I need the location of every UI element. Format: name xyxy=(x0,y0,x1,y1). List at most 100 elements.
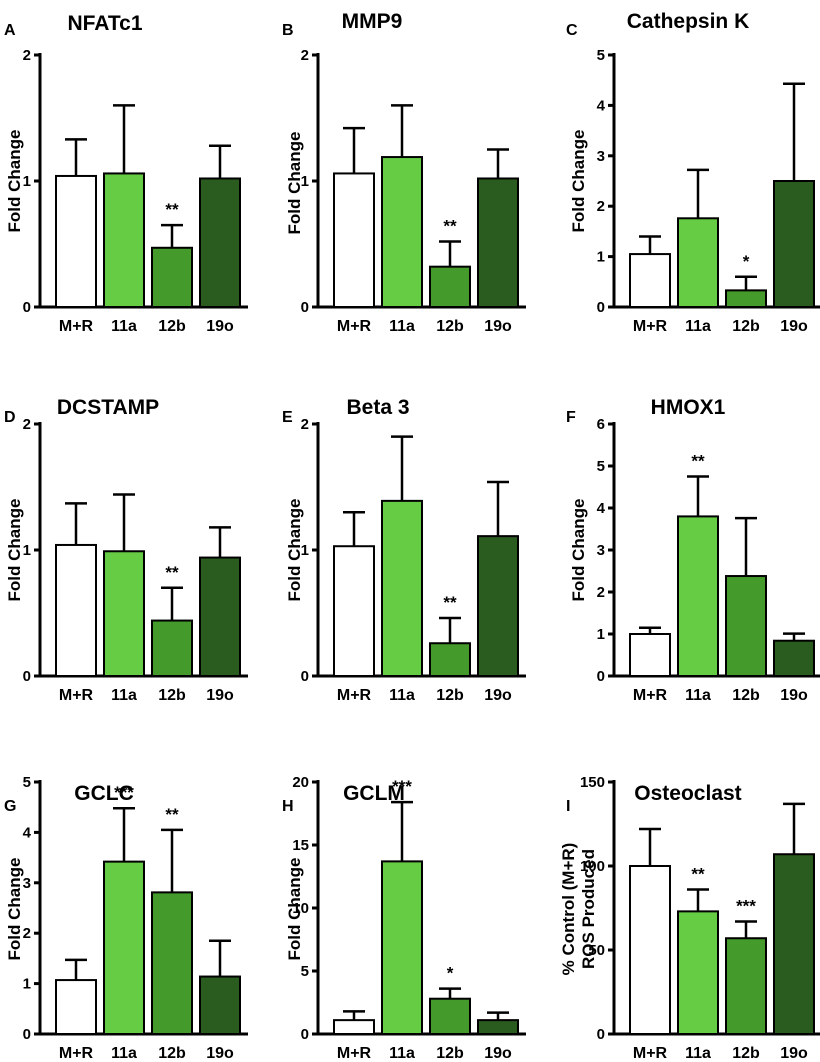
y-axis-label: Fold Change xyxy=(285,499,304,602)
x-category-label: 12b xyxy=(158,318,186,335)
y-tick-label: 3 xyxy=(23,875,31,892)
x-category-label: 11a xyxy=(389,1045,415,1062)
bar-19o xyxy=(199,975,241,1036)
bar-mplusr xyxy=(55,543,97,678)
panel-title: DCSTAMP xyxy=(57,396,159,419)
y-tick-label: 0 xyxy=(301,668,309,685)
panel-title: Beta 3 xyxy=(346,396,409,419)
y-axis-label: Fold Change xyxy=(285,858,304,961)
panel-letter: B xyxy=(282,22,294,39)
bar-mplusr xyxy=(333,172,375,308)
y-tick-label: 0 xyxy=(23,299,31,316)
panel-letter: I xyxy=(566,798,570,815)
bar-11a xyxy=(381,499,423,677)
y-tick-label: 50 xyxy=(588,942,605,959)
panel-title: GCLM xyxy=(343,782,405,805)
significance-marker: *** xyxy=(736,896,756,915)
x-category-label: 12b xyxy=(732,687,760,704)
y-tick-label: 0 xyxy=(301,1026,309,1043)
x-category-label: 19o xyxy=(206,318,234,335)
x-category-label: 12b xyxy=(732,318,760,335)
bar-11a xyxy=(677,515,719,678)
y-tick-label: 5 xyxy=(597,458,605,475)
y-tick-label: 3 xyxy=(597,148,605,165)
y-tick-label: 1 xyxy=(301,173,309,190)
x-category-label: 11a xyxy=(111,1045,137,1062)
y-tick-label: 1 xyxy=(597,626,605,643)
x-category-label: M+R xyxy=(633,1045,668,1062)
panel-letter: E xyxy=(282,409,293,426)
x-category-label: 12b xyxy=(436,1045,464,1062)
x-category-label: 12b xyxy=(436,318,464,335)
panel-letter: A xyxy=(4,22,16,39)
x-category-label: 19o xyxy=(780,687,808,704)
bar-12b xyxy=(429,642,471,677)
y-tick-label: 2 xyxy=(597,198,605,215)
panel-letter: G xyxy=(4,798,16,815)
bar-12b xyxy=(725,937,767,1035)
bar-11a xyxy=(381,156,423,308)
chart-panel-b: B MMP9 Fold Change 0 1 2 M+R 11a ** 12b 19o xyxy=(282,10,526,335)
x-category-label: M+R xyxy=(337,318,372,335)
x-category-label: 12b xyxy=(158,1045,186,1062)
x-category-label: 19o xyxy=(484,318,512,335)
y-tick-label: 5 xyxy=(23,774,31,791)
x-category-label: 19o xyxy=(780,318,808,335)
significance-marker: ** xyxy=(443,593,457,612)
y-tick-label: 4 xyxy=(597,500,606,517)
chart-panel-i: I Osteoclast % Control (M+R) ROS Produced 0 5… xyxy=(559,774,820,1062)
x-category-label: 12b xyxy=(436,687,464,704)
y-tick-label: 5 xyxy=(597,47,605,64)
x-category-label: 11a xyxy=(685,687,711,704)
bar-19o xyxy=(773,180,815,308)
y-axis-label: % Control (M+R) xyxy=(559,843,578,976)
x-category-label: M+R xyxy=(59,1045,94,1062)
panel-letter: H xyxy=(282,798,294,815)
bar-12b xyxy=(151,619,193,677)
x-category-label: 12b xyxy=(732,1045,760,1062)
x-category-label: 11a xyxy=(111,318,137,335)
y-tick-label: 1 xyxy=(301,542,309,559)
y-tick-label: 2 xyxy=(597,584,605,601)
x-category-label: 19o xyxy=(780,1045,808,1062)
bar-12b xyxy=(725,575,767,677)
bar-12b xyxy=(429,997,471,1035)
x-category-label: 12b xyxy=(158,687,186,704)
chart-panel-f: F HMOX1 Fold Change 0 1 2 3 4 5 6 M+R ** 11a 12b 19o xyxy=(566,396,820,704)
y-tick-label: 3 xyxy=(597,542,605,559)
y-tick-label: 5 xyxy=(301,963,309,980)
y-axis-label: Fold Change xyxy=(569,499,588,602)
x-category-label: 11a xyxy=(685,1045,711,1062)
x-category-label: M+R xyxy=(59,687,94,704)
chart-panel-g: G GCLC Fold Change 0 1 2 3 4 5 M+R *** 11a ** 12b 19o xyxy=(4,774,248,1062)
x-category-label: M+R xyxy=(59,318,94,335)
x-category-label: 11a xyxy=(111,687,137,704)
y-tick-label: 4 xyxy=(597,97,606,114)
chart-panel-e: E Beta 3 Fold Change 0 1 2 M+R 11a ** 12b 19o xyxy=(282,396,526,704)
x-category-label: 11a xyxy=(389,687,415,704)
y-tick-label: 0 xyxy=(301,299,309,316)
y-axis-label: Fold Change xyxy=(5,858,24,961)
y-tick-label: 2 xyxy=(23,416,31,433)
y-axis-label-line2: ROS Produced xyxy=(579,849,598,969)
bar-11a xyxy=(103,172,145,308)
bar-11a xyxy=(677,217,719,309)
bar-11a xyxy=(381,860,423,1035)
panel-title: NFATc1 xyxy=(67,12,142,35)
x-category-label: 19o xyxy=(484,1045,512,1062)
bar-mplusr xyxy=(55,979,97,1036)
x-category-label: 19o xyxy=(484,687,512,704)
y-tick-label: 1 xyxy=(23,542,31,559)
chart-panel-h: H GCLM Fold Change 0 5 10 15 20 M+R *** 11a * 12b 19o xyxy=(282,774,526,1062)
panel-letter: C xyxy=(566,22,578,39)
bar-19o xyxy=(477,1019,519,1036)
y-axis-label: Fold Change xyxy=(285,132,304,235)
y-tick-label: 2 xyxy=(301,47,309,64)
x-category-label: M+R xyxy=(337,1045,372,1062)
bar-19o xyxy=(773,853,815,1035)
y-tick-label: 2 xyxy=(301,416,309,433)
x-category-label: 11a xyxy=(685,318,711,335)
panel-title: GCLC xyxy=(74,782,134,805)
chart-panel-d: D DCSTAMP Fold Change 0 1 2 M+R 11a ** 12b 19o xyxy=(4,396,248,704)
